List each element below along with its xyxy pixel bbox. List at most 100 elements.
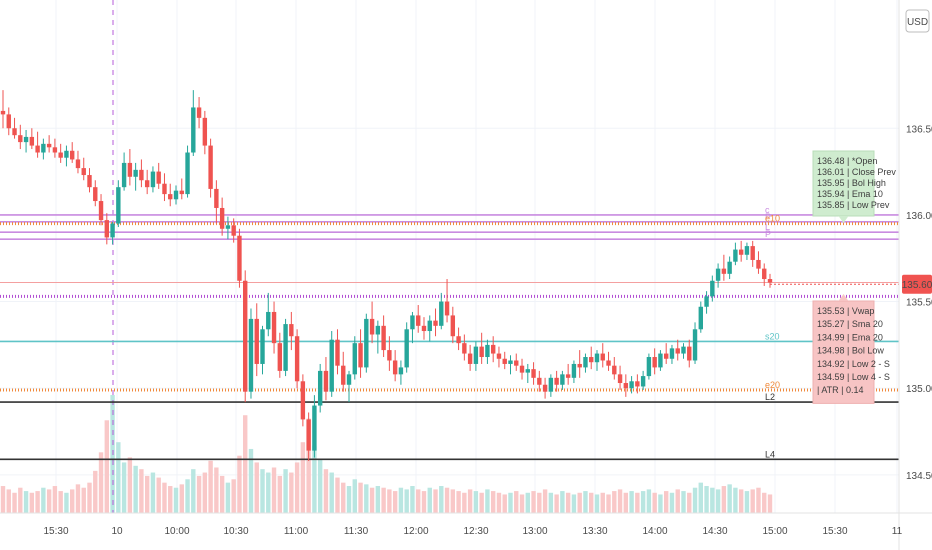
volume-bar	[162, 482, 167, 513]
candle-body	[323, 370, 329, 392]
volume-bar	[398, 487, 404, 513]
volume-bar	[387, 489, 392, 513]
candle-body	[46, 143, 52, 148]
candle-body	[640, 376, 646, 387]
volume-bar	[231, 479, 236, 513]
candle-body	[658, 353, 663, 368]
volume-bar	[490, 491, 496, 513]
candle-body	[202, 117, 208, 146]
candle-body	[271, 311, 277, 344]
candle-body	[93, 187, 98, 202]
candle-body	[346, 374, 352, 385]
candle-body	[744, 246, 750, 255]
currency-label[interactable]: USD	[907, 17, 928, 28]
volume-bar	[294, 462, 300, 513]
volume-bar	[675, 489, 680, 513]
candle-body	[98, 201, 104, 221]
volume-bar	[121, 462, 127, 513]
currency-button[interactable]: USD	[905, 9, 930, 33]
level-label: L4	[765, 449, 775, 459]
volume-bar	[704, 486, 709, 513]
volume-bar	[715, 489, 721, 513]
candle-body	[508, 360, 513, 364]
volume-bar	[248, 448, 254, 513]
candle-body	[410, 315, 415, 330]
candle-body	[398, 367, 404, 375]
info-box-line: 136.48 | *Open	[817, 156, 877, 166]
volume-bar	[237, 455, 242, 513]
candle-body	[421, 325, 427, 332]
candle-body	[231, 225, 236, 236]
volume-bar	[185, 479, 190, 513]
candle-body	[594, 353, 600, 363]
time-tick-label: 14:00	[642, 526, 667, 537]
volume-bar	[18, 487, 23, 513]
price-axis: 136.50 136.00 135.50 135.00 134.50	[906, 124, 932, 482]
volume-bar	[104, 420, 110, 513]
candle-body	[23, 136, 29, 143]
volume-bar	[416, 489, 421, 513]
candle-body	[646, 357, 652, 377]
volume-bar	[266, 472, 271, 513]
volume-bar	[479, 492, 484, 513]
time-axis[interactable]: 15:30 10 10:00 10:30 11:00 11:30 12:00 12:30 13:…	[43, 526, 902, 537]
volume-bar	[583, 491, 588, 513]
candle-body	[473, 346, 479, 364]
time-tick-label: 10:30	[223, 526, 248, 537]
candle-body	[329, 339, 334, 392]
candle-body	[560, 374, 565, 385]
candles	[0, 90, 773, 462]
candle-body	[589, 357, 594, 363]
time-tick-label: 14:30	[702, 526, 727, 537]
candle-body	[369, 318, 375, 335]
volume-bar	[214, 467, 219, 513]
volume-bar	[341, 482, 346, 513]
candle-body	[727, 261, 732, 274]
candle-body	[606, 360, 611, 366]
info-box-line: 136.01 | Close Prev	[817, 167, 896, 177]
volume-bar	[139, 469, 144, 513]
volume-bar	[52, 486, 58, 513]
candle-body	[312, 405, 317, 451]
candle-body	[715, 268, 721, 281]
volume-bar	[450, 489, 456, 513]
candle-body	[548, 377, 554, 392]
volume-bar	[635, 492, 640, 513]
volume-bar	[156, 477, 161, 513]
volume-bar	[312, 445, 317, 513]
level-label: L	[765, 222, 770, 232]
volume-bar	[462, 492, 467, 513]
candle-body	[185, 152, 190, 195]
candle-body	[577, 363, 582, 368]
candle-body	[514, 360, 519, 366]
volume-bar	[485, 489, 490, 513]
volume-bar	[352, 479, 357, 513]
candle-body	[427, 320, 432, 332]
candle-body	[600, 353, 605, 361]
candle-body	[387, 350, 392, 361]
volume-bar	[6, 489, 11, 513]
candle-body	[70, 150, 75, 160]
time-tick-label: 11	[892, 526, 903, 537]
volume-bar	[375, 486, 381, 513]
volume-bar	[594, 494, 600, 513]
candle-body	[52, 147, 58, 153]
volume-bar	[652, 492, 657, 513]
candle-body	[479, 346, 484, 358]
volume-bar	[35, 491, 40, 513]
candle-body	[289, 324, 294, 337]
volume-bar	[283, 469, 288, 513]
volume-bar	[433, 489, 438, 513]
candle-body	[87, 175, 92, 188]
volume-bar	[358, 482, 363, 513]
volume-bar	[41, 487, 46, 513]
candle-body	[58, 152, 63, 158]
volume-bar	[179, 484, 184, 513]
candle-body	[381, 325, 386, 351]
candle-body	[179, 190, 184, 195]
volume-bar	[93, 470, 98, 513]
info-box-line: 135.27 | Sma 20	[817, 319, 883, 329]
volume-bar	[404, 489, 409, 513]
candle-body	[144, 180, 150, 188]
